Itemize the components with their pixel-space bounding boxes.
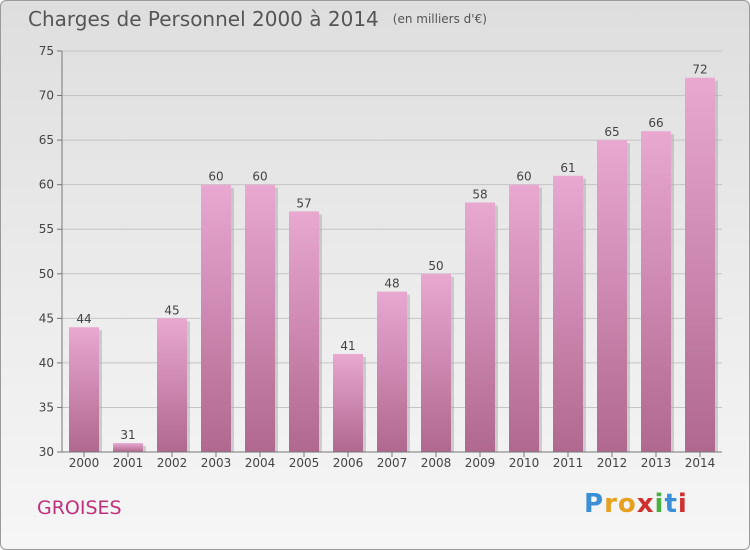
logo-letter: i <box>654 489 665 519</box>
data-label: 60 <box>516 170 531 184</box>
chart-title: Charges de Personnel 2000 à 2014 (en mill… <box>28 7 487 31</box>
logo-letter: x <box>636 489 655 519</box>
chart-unit: (en milliers d'€) <box>392 12 487 26</box>
y-tick-label: 40 <box>39 356 54 370</box>
x-tick-label: 2009 <box>465 456 496 470</box>
bar <box>157 318 187 452</box>
bar <box>641 131 671 452</box>
x-tick-label: 2003 <box>201 456 232 470</box>
labels-group: 30 35 40 45 50 55 60 65 70 75 44 2000 31 2001 45 2002 60… <box>39 44 716 470</box>
bar <box>553 175 583 452</box>
data-label: 50 <box>428 259 443 273</box>
y-tick-label: 35 <box>39 400 54 414</box>
x-tick-label: 2012 <box>597 456 628 470</box>
data-label: 72 <box>692 63 707 77</box>
proxiti-logo: Proxiti <box>584 489 688 519</box>
y-tick-label: 55 <box>39 222 54 236</box>
bar <box>245 184 275 452</box>
commune-name: GROISES <box>37 497 122 519</box>
x-tick-label: 2011 <box>553 456 584 470</box>
data-label: 58 <box>472 187 487 201</box>
logo-letter: r <box>604 489 618 519</box>
data-label: 45 <box>164 303 179 317</box>
y-tick-label: 30 <box>39 445 54 459</box>
logo-letter: t <box>664 489 678 519</box>
bar <box>289 211 319 452</box>
y-tick-label: 60 <box>39 178 54 192</box>
axes-group <box>57 50 722 457</box>
data-label: 57 <box>296 196 311 210</box>
x-tick-label: 2008 <box>421 456 452 470</box>
data-label: 60 <box>208 170 223 184</box>
x-tick-label: 2007 <box>377 456 408 470</box>
chart-title-text: Charges de Personnel 2000 à 2014 <box>28 7 379 31</box>
bar <box>421 273 451 452</box>
data-label: 31 <box>120 428 135 442</box>
bar <box>377 291 407 452</box>
data-label: 48 <box>384 277 399 291</box>
y-tick-label: 70 <box>39 89 54 103</box>
data-label: 61 <box>560 161 575 175</box>
bar <box>333 353 363 452</box>
bars-group <box>69 77 718 452</box>
y-tick-label: 65 <box>39 133 54 147</box>
x-tick-label: 2014 <box>685 456 716 470</box>
logo-letter: i <box>677 489 688 519</box>
x-tick-label: 2010 <box>509 456 540 470</box>
x-tick-label: 2013 <box>641 456 672 470</box>
bar <box>509 184 539 452</box>
x-tick-label: 2002 <box>157 456 188 470</box>
bar <box>597 140 627 452</box>
logo-letter: o <box>617 489 637 519</box>
x-tick-label: 2005 <box>289 456 320 470</box>
data-label: 65 <box>604 125 619 139</box>
y-tick-label: 75 <box>39 44 54 58</box>
x-tick-label: 2000 <box>69 456 100 470</box>
bar <box>685 77 715 452</box>
data-label: 41 <box>340 339 355 353</box>
x-tick-label: 2001 <box>113 456 144 470</box>
bar <box>465 202 495 452</box>
data-label: 66 <box>648 116 663 130</box>
bar <box>69 327 99 452</box>
x-tick-label: 2004 <box>245 456 276 470</box>
bar <box>113 443 143 452</box>
logo-letter: P <box>584 489 605 519</box>
bar <box>201 184 231 452</box>
data-label: 60 <box>252 170 267 184</box>
y-tick-label: 45 <box>39 311 54 325</box>
data-label: 44 <box>76 312 91 326</box>
y-tick-label: 50 <box>39 267 54 281</box>
x-tick-label: 2006 <box>333 456 364 470</box>
